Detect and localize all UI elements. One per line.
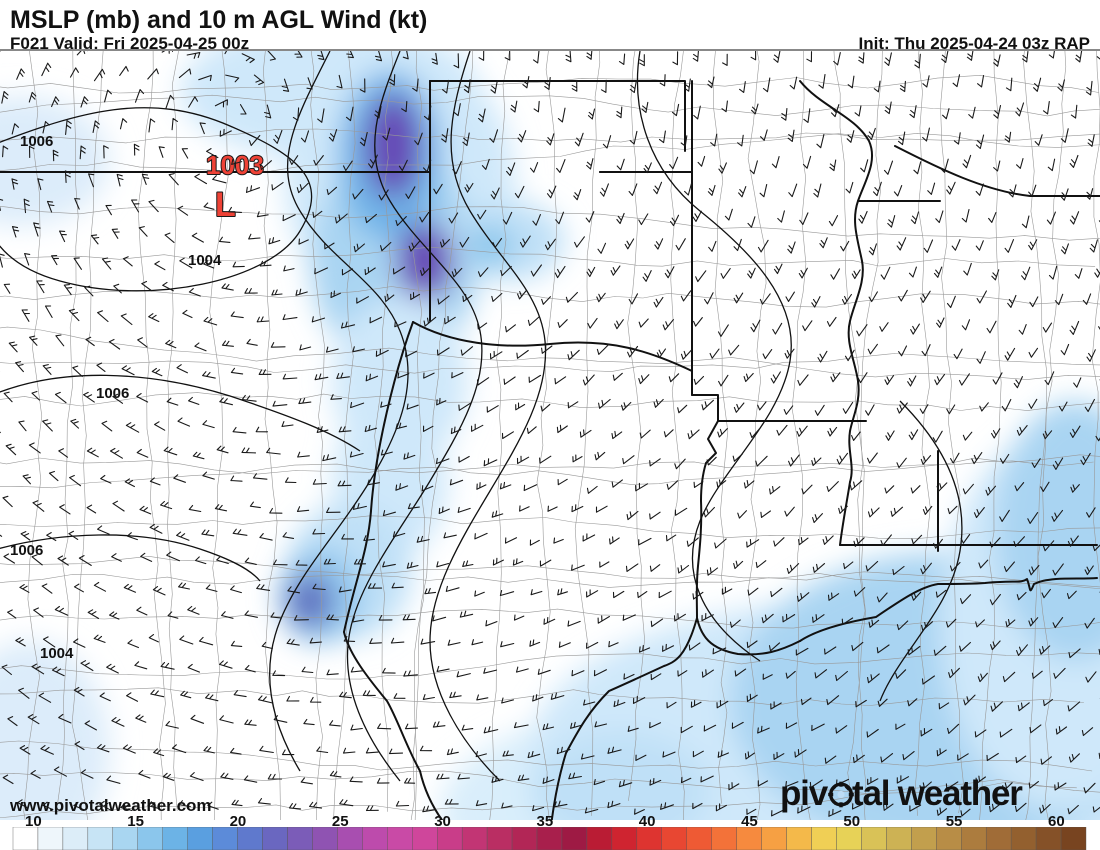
svg-text:tal weather: tal weather	[852, 774, 1023, 813]
svg-text:piv: piv	[780, 774, 829, 813]
